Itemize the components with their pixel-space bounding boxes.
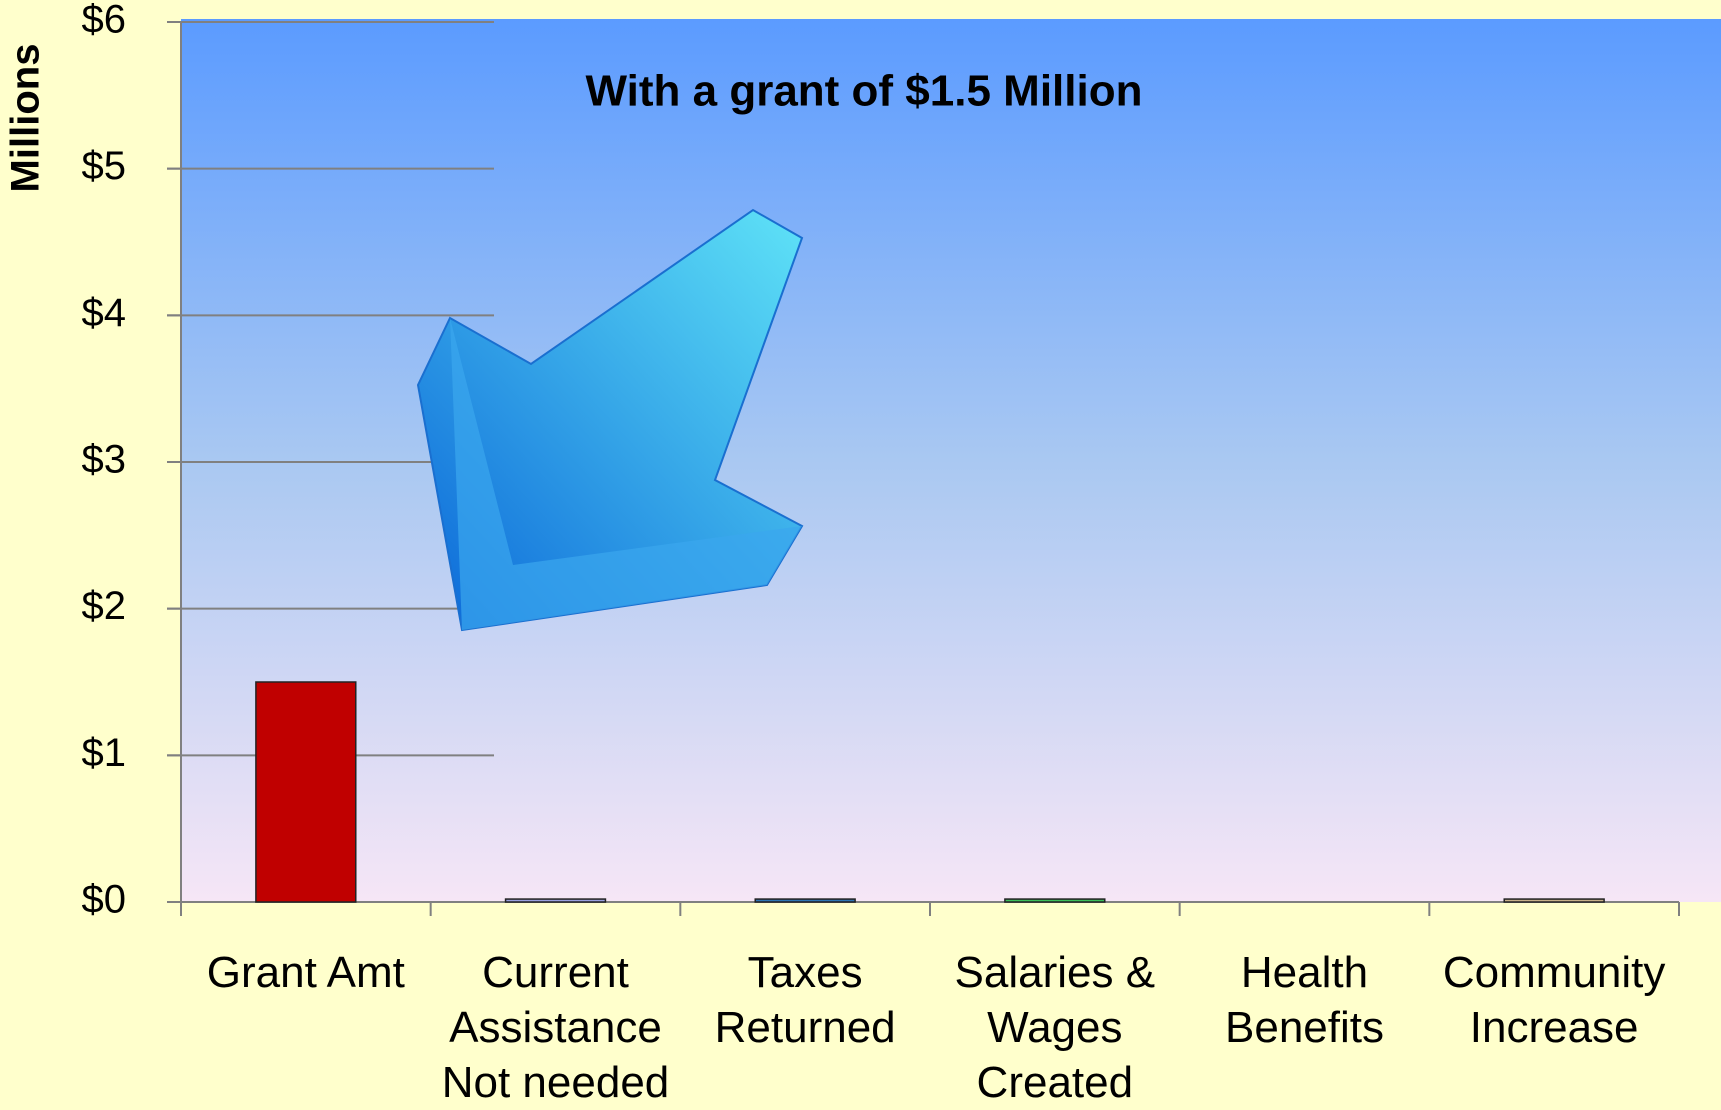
bar bbox=[1004, 898, 1106, 903]
x-tick-label: Community Increase bbox=[1442, 948, 1666, 1052]
y-tick-label: $5 bbox=[82, 144, 127, 188]
plot-area bbox=[181, 19, 1721, 902]
y-tick-label: $1 bbox=[82, 731, 127, 775]
bar bbox=[1503, 898, 1605, 903]
y-tick-label: $4 bbox=[82, 291, 127, 335]
x-tick-label: Current Assistance Not needed bbox=[441, 948, 670, 1107]
x-tick-label: Grant Amt bbox=[206, 948, 405, 997]
bar bbox=[504, 898, 607, 903]
bar bbox=[754, 898, 856, 903]
y-tick-label: $0 bbox=[82, 878, 127, 922]
x-tick-label: Taxes Returned bbox=[714, 948, 896, 1052]
y-axis-title: Millions bbox=[4, 44, 48, 193]
y-tick-label: $2 bbox=[82, 584, 127, 628]
chart-title: With a grant of $1.5 Million bbox=[586, 67, 1143, 116]
arrow-face bbox=[450, 318, 802, 630]
x-tick-label: Salaries & Wages Created bbox=[954, 948, 1156, 1107]
y-tick-label: $3 bbox=[82, 438, 127, 482]
y-tick-label: $6 bbox=[82, 0, 127, 42]
bar bbox=[255, 681, 357, 903]
x-tick-label: Health Benefits bbox=[1225, 948, 1384, 1052]
